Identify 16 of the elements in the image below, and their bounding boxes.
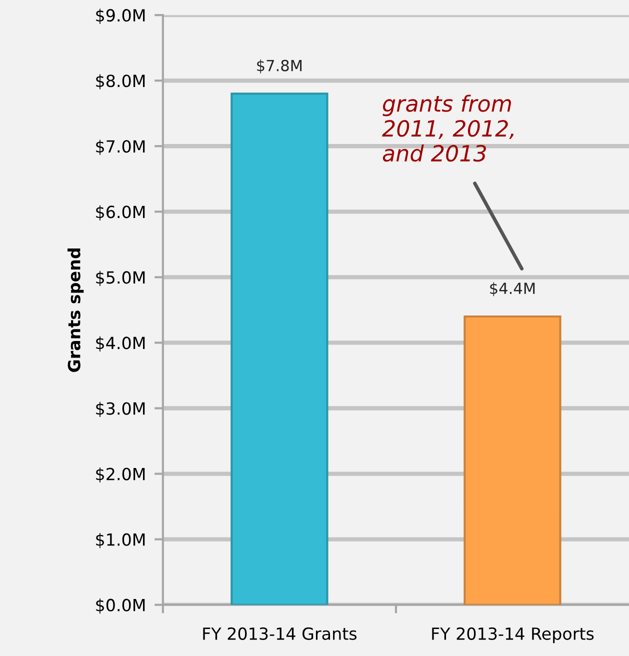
y-tick-label: $0.0M: [96, 598, 145, 614]
y-tick-label: $6.0M: [96, 205, 145, 220]
y-tick-label: $8.0M: [96, 74, 145, 90]
y-tick-label: $5.0M: [96, 270, 145, 286]
y-tick-label: $2.0M: [96, 467, 145, 483]
data-label: $4.4M: [490, 282, 535, 296]
x-tick-label: FY 2013-14 Reports: [432, 627, 594, 644]
y-tick-label: $7.0M: [96, 140, 145, 155]
data-label: $7.8M: [257, 59, 302, 74]
y-axis-title: Grants spend: [68, 248, 84, 372]
y-tick-label: $4.0M: [96, 336, 145, 352]
annotation: grants from 2011, 2012, and 2013: [382, 94, 514, 162]
y-tick-label: $9.0M: [96, 8, 145, 24]
x-tick-label: FY 2013-14 Grants: [203, 627, 357, 640]
y-tick-label: $1.0M: [96, 532, 145, 548]
y-tick-label: $3.0M: [96, 402, 145, 418]
